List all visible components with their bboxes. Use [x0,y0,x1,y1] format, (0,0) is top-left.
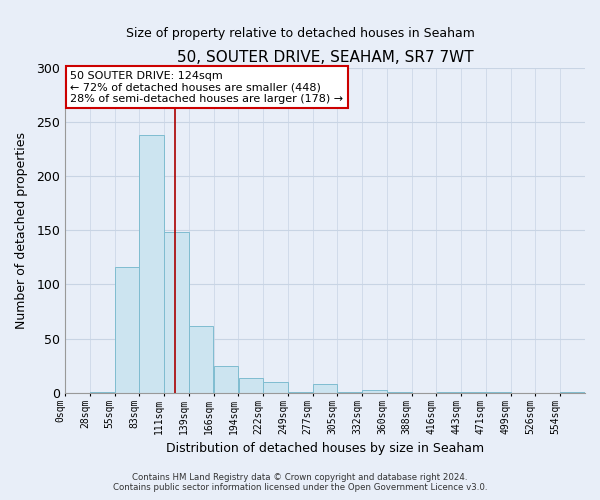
Bar [486,392,511,393]
Bar [461,392,486,393]
Bar [139,135,164,393]
Bar [288,392,313,393]
Bar [338,392,362,393]
Bar [239,378,263,393]
Text: 50 SOUTER DRIVE: 124sqm
← 72% of detached houses are smaller (448)
28% of semi-d: 50 SOUTER DRIVE: 124sqm ← 72% of detache… [70,71,343,104]
Bar [115,267,139,393]
Bar [437,392,461,393]
Y-axis label: Number of detached properties: Number of detached properties [15,132,28,328]
Bar [560,392,585,393]
Text: Size of property relative to detached houses in Seaham: Size of property relative to detached ho… [125,28,475,40]
Bar [214,366,238,393]
Bar [362,390,387,393]
X-axis label: Distribution of detached houses by size in Seaham: Distribution of detached houses by size … [166,442,484,455]
Title: 50, SOUTER DRIVE, SEAHAM, SR7 7WT: 50, SOUTER DRIVE, SEAHAM, SR7 7WT [177,50,473,65]
Bar [90,392,115,393]
Text: Contains HM Land Registry data © Crown copyright and database right 2024.
Contai: Contains HM Land Registry data © Crown c… [113,473,487,492]
Bar [313,384,337,393]
Bar [164,232,189,393]
Bar [263,382,288,393]
Bar [387,392,412,393]
Bar [189,326,214,393]
